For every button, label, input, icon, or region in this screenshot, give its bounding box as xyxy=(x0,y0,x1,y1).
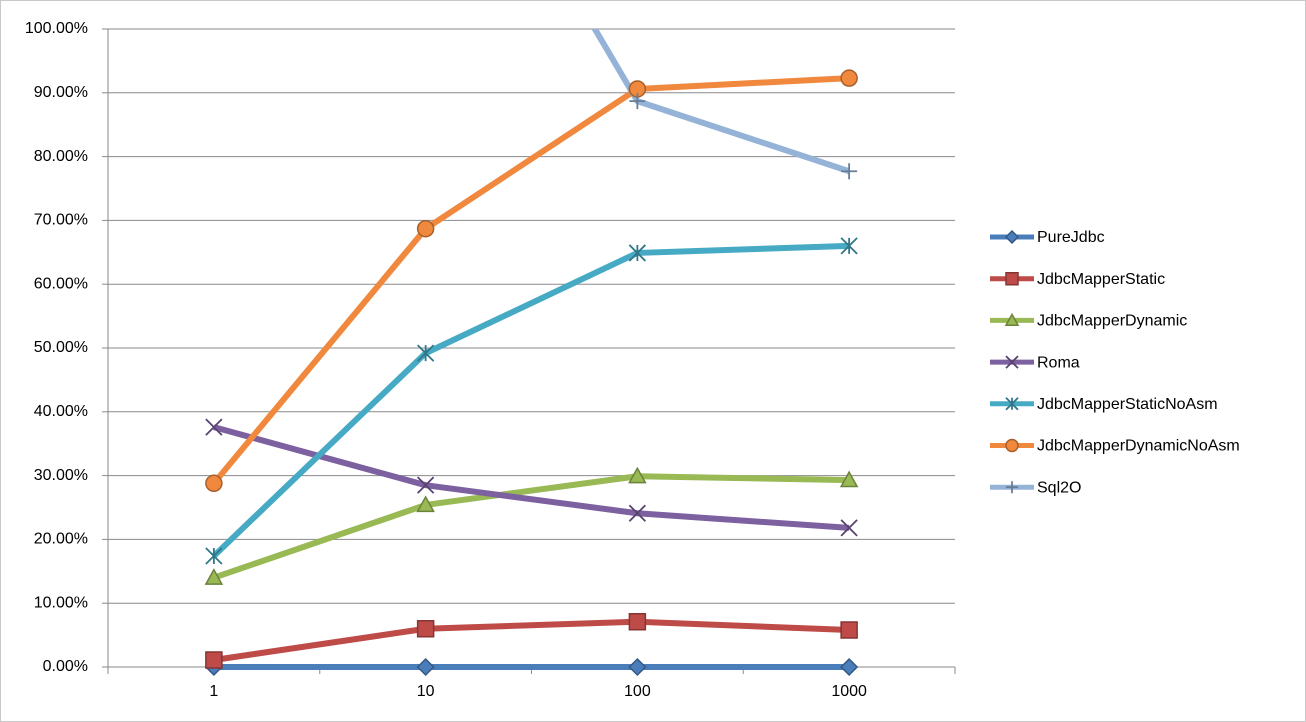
data-point xyxy=(205,547,223,565)
y-tick-label: 70.00% xyxy=(34,212,88,229)
legend-marker xyxy=(1006,481,1018,494)
y-tick-label: 60.00% xyxy=(34,275,88,292)
data-point xyxy=(841,163,858,180)
series-line xyxy=(212,473,850,581)
y-tick-label: 20.00% xyxy=(34,531,88,548)
y-tick-label: 0.00% xyxy=(43,658,88,675)
x-tick-label: 10 xyxy=(417,683,435,700)
data-point xyxy=(840,237,858,255)
x-tick-label: 1000 xyxy=(831,683,867,700)
data-point xyxy=(205,474,223,493)
data-point xyxy=(840,657,859,677)
data-point xyxy=(628,657,647,677)
data-point xyxy=(205,651,223,669)
data-point xyxy=(629,93,646,110)
data-point xyxy=(416,495,435,513)
data-point xyxy=(628,612,647,631)
legend-marker xyxy=(1005,397,1019,411)
legend-marker xyxy=(1004,312,1020,326)
data-point xyxy=(416,476,435,494)
legend-marker xyxy=(1005,271,1019,286)
y-tick-label: 100.00% xyxy=(25,20,88,37)
data-point xyxy=(840,621,858,639)
data-point xyxy=(416,219,435,238)
data-point xyxy=(840,69,858,87)
legend-label: JdbcMapperDynamicNoAsm xyxy=(1037,438,1240,455)
x-tick-label: 100 xyxy=(624,683,651,700)
legend-marker xyxy=(1005,438,1019,453)
y-tick-label: 90.00% xyxy=(34,84,88,101)
series-line xyxy=(211,75,850,486)
legend-label: JdbcMapperDynamic xyxy=(1037,313,1187,330)
y-tick-label: 30.00% xyxy=(34,467,88,484)
x-tick-label: 1 xyxy=(209,683,218,700)
legend-marker xyxy=(1005,355,1019,369)
legend-label: JdbcMapperStatic xyxy=(1037,271,1165,288)
legend-label: Sql2O xyxy=(1037,479,1081,496)
legend-label: Roma xyxy=(1037,354,1080,371)
data-point xyxy=(628,504,647,522)
y-tick-label: 10.00% xyxy=(34,594,88,611)
plot-area xyxy=(204,29,859,677)
data-point xyxy=(840,519,858,537)
data-point xyxy=(416,657,435,677)
legend-label: JdbcMapperStaticNoAsm xyxy=(1037,396,1218,413)
data-point xyxy=(205,418,223,436)
data-point xyxy=(416,619,435,638)
data-point xyxy=(839,470,859,488)
series-line xyxy=(211,242,850,559)
y-tick-label: 40.00% xyxy=(34,403,88,420)
data-point xyxy=(416,344,435,362)
legend-label: PureJdbc xyxy=(1037,229,1105,246)
data-point xyxy=(628,244,647,262)
y-tick-label: 50.00% xyxy=(34,339,88,356)
legend-marker xyxy=(1004,229,1020,245)
y-tick-label: 80.00% xyxy=(34,148,88,165)
data-point xyxy=(628,466,647,484)
series-line xyxy=(213,618,850,663)
legend: PureJdbc JdbcMapperStatic JdbcMapperDynami… xyxy=(990,229,1240,496)
data-point xyxy=(204,568,224,585)
